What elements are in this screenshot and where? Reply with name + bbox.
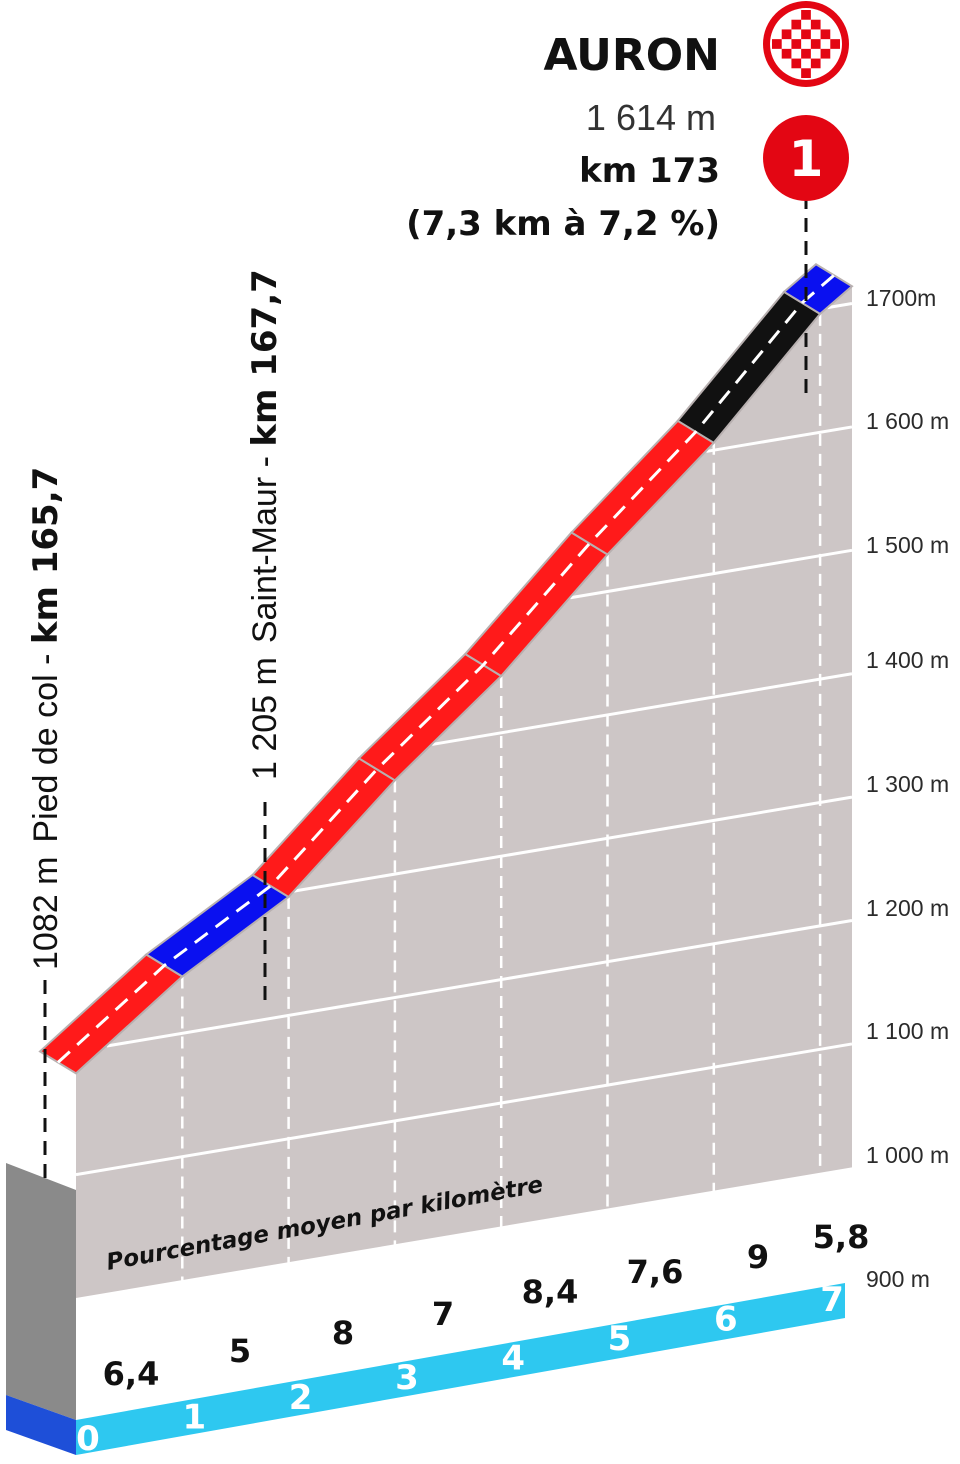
mid-marker-name: Saint-Maur - [246,447,284,644]
mid-marker-alt: 1 205 m [246,657,284,780]
route-centerline [56,274,835,1064]
km-tick-label: 5 [608,1319,632,1359]
gradient-value: 6,4 [103,1355,160,1393]
km-tick-label: 4 [501,1339,525,1379]
altitude-gridline [106,919,853,1048]
profile-face [76,286,852,1298]
finish-km: km 173 [579,151,720,191]
finish-climb-summary: (7,3 km à 7,2 %) [406,204,720,244]
altitude-gridlines [75,302,853,1177]
km-axis-band [6,1395,76,1455]
km-tick-label: 7 [820,1280,844,1320]
gradient-labels: 6,4 5 8 7 8,4 7,6 9 5,8 [103,1218,870,1393]
finish-altitude: 1 614 m [586,97,716,138]
km-tick-label: 0 [76,1419,100,1459]
gradient-value: 7 [432,1295,454,1333]
category-number: 1 [789,130,824,188]
altitude-gridline [570,548,853,600]
altitude-tick-label: 1 000 m [866,1142,949,1168]
finish-name: AURON [543,30,720,81]
gradient-value: 9 [747,1238,769,1276]
start-marker-name: Pied de col - [27,644,65,842]
checkered-flag-icon [763,1,849,87]
altitude-tick-label: 1 600 m [866,408,949,434]
altitude-gridline [431,672,853,746]
km-tick-label: 3 [395,1358,419,1398]
gradient-value: 5,8 [813,1218,870,1256]
altitude-axis: 1700m 1 600 m 1 500 m 1 400 m 1 300 m 1 200 m… [866,285,949,1292]
mid-marker-km: km 167,7 [245,269,285,446]
km-axis-band-top [76,1283,845,1455]
gradient-value: 8 [332,1314,354,1352]
altitude-tick-label: 1 400 m [866,647,949,673]
km-tick-label: 1 [182,1397,206,1437]
km-axis: 0 1 2 3 4 5 6 7 [76,1280,844,1459]
start-marker-alt: 1082 m [27,857,65,970]
altitude-tick-label: 1 200 m [866,895,949,921]
start-marker-label: 1082 m Pied de col - km 165,7 [26,467,66,970]
gradient-segment [782,263,854,316]
km-gridlines [181,313,822,1303]
altitude-tick-label: 1 500 m [866,532,949,558]
km-tick-label: 6 [714,1299,738,1339]
altitude-tick-label: 1700m [866,285,936,311]
altitude-gridline [293,795,853,893]
altitude-gridline [75,1042,853,1177]
altitude-tick-label: 1 300 m [866,771,949,797]
km-tick-label: 2 [289,1378,313,1418]
altitude-tick-label: 900 m [866,1266,930,1292]
mid-marker-label: 1 205 m Saint-Maur - km 167,7 [245,269,285,780]
profile-side-wall [6,1163,76,1420]
altitude-gridline [706,425,853,453]
gradient-value: 7,6 [627,1253,684,1291]
start-marker-km: km 165,7 [26,467,66,644]
altitude-gridline [827,302,853,310]
category-badge: 1 [763,115,849,201]
gradient-value: 8,4 [522,1273,579,1311]
gradient-value: 5 [229,1332,251,1370]
altitude-tick-label: 1 100 m [866,1018,949,1044]
